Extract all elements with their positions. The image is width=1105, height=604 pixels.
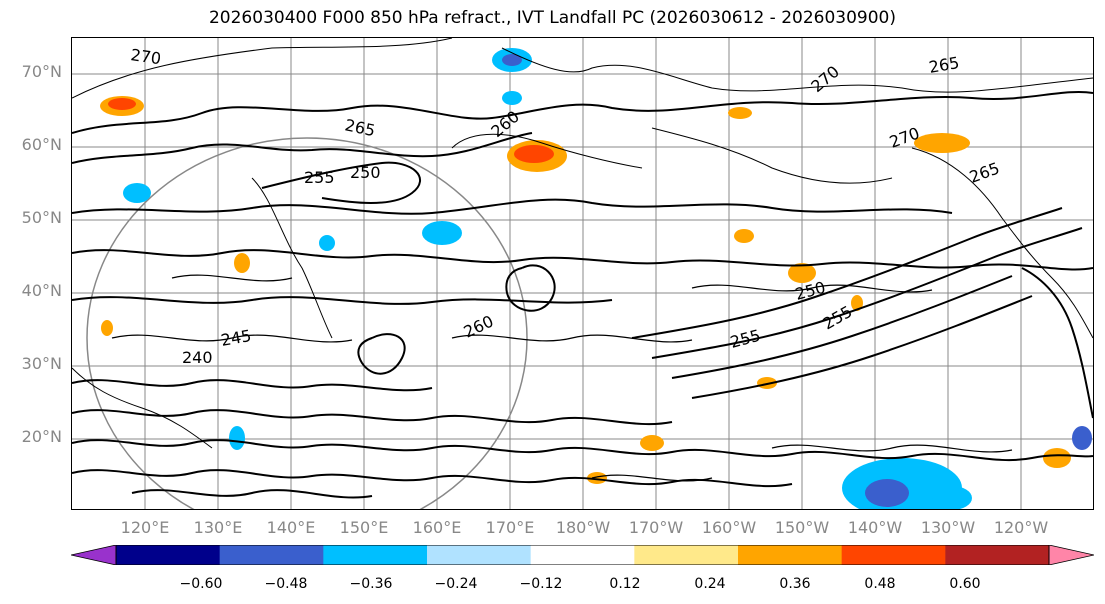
contour-label: 250 xyxy=(350,163,381,182)
colorbar-tick: 0.60 xyxy=(949,576,981,592)
lon-label-130w: 130°W xyxy=(920,518,976,537)
colorbar xyxy=(70,544,1095,566)
colorbar-tick: 0.12 xyxy=(609,576,641,592)
colorbar-cell xyxy=(427,545,532,565)
lon-label-170w: 170°W xyxy=(628,518,684,537)
lat-label-30n: 30°N xyxy=(21,354,62,373)
contour-label: 245 xyxy=(219,326,252,350)
contour-label: 265 xyxy=(343,115,377,140)
lon-label-170e: 170°E xyxy=(485,518,535,537)
colorbar-cell xyxy=(219,545,324,565)
colorbar-tick: −0.48 xyxy=(264,576,308,592)
lon-label-140e: 140°E xyxy=(266,518,316,537)
colorbar-canvas xyxy=(70,544,1095,566)
reference-circle xyxy=(86,137,528,509)
colorbar-tick: −0.60 xyxy=(179,576,223,592)
colorbar-tick: 0.36 xyxy=(779,576,811,592)
map-title: 2026030400 F000 850 hPa refract., IVT La… xyxy=(208,8,896,28)
colorbar-tick: 0.24 xyxy=(694,576,726,592)
lon-label-160e: 160°E xyxy=(412,518,462,537)
colorbar-tick: 0.48 xyxy=(864,576,896,592)
contour-label: 255 xyxy=(728,326,762,352)
lon-label-120w: 120°W xyxy=(993,518,1049,537)
lat-label-40n: 40°N xyxy=(21,281,62,300)
refractivity-contours xyxy=(72,90,1093,499)
lat-label-20n: 20°N xyxy=(21,427,62,446)
lat-label-50n: 50°N xyxy=(21,208,62,227)
lon-label-150w: 150°W xyxy=(774,518,830,537)
colorbar-tick: −0.24 xyxy=(434,576,478,592)
colorbar-cell xyxy=(841,545,946,565)
contour-label: 270 xyxy=(807,62,843,96)
contour-label: 270 xyxy=(887,123,922,151)
lon-label-160w: 160°W xyxy=(701,518,757,537)
colorbar-extend-low xyxy=(70,544,117,566)
contour-label: 265 xyxy=(967,158,1002,186)
colorbar-tick: −0.12 xyxy=(519,576,563,592)
colorbar-tick: −0.36 xyxy=(349,576,393,592)
lon-label-120e: 120°E xyxy=(120,518,170,537)
contour-label: 240 xyxy=(182,348,213,367)
lon-label-180w: 180°W xyxy=(555,518,611,537)
colorbar-cell xyxy=(945,545,1050,565)
colorbar-cell xyxy=(634,545,739,565)
lat-label-70n: 70°N xyxy=(21,62,62,81)
shaded-anomalies xyxy=(100,48,1092,509)
lon-label-130e: 130°E xyxy=(193,518,243,537)
colorbar-cell xyxy=(116,545,221,565)
coastlines xyxy=(72,38,1093,449)
contour-label: 255 xyxy=(304,168,335,187)
contour-label: 255 xyxy=(820,302,856,334)
map-panel: 270 265 250 255 260 265 270 265 255 250 … xyxy=(71,37,1094,510)
colorbar-cell xyxy=(738,545,843,565)
contour-label: 260 xyxy=(461,311,497,341)
colorbar-cell xyxy=(323,545,428,565)
colorbar-cell xyxy=(530,545,635,565)
lon-label-140w: 140°W xyxy=(847,518,903,537)
lon-label-150e: 150°E xyxy=(339,518,389,537)
lat-label-60n: 60°N xyxy=(21,135,62,154)
map-canvas: 270 265 250 255 260 265 270 265 255 250 … xyxy=(72,38,1093,509)
contour-label: 265 xyxy=(927,53,960,77)
refractivity-contours-thin xyxy=(111,274,1013,482)
contour-label: 270 xyxy=(129,45,162,68)
colorbar-extend-high xyxy=(1048,544,1095,566)
